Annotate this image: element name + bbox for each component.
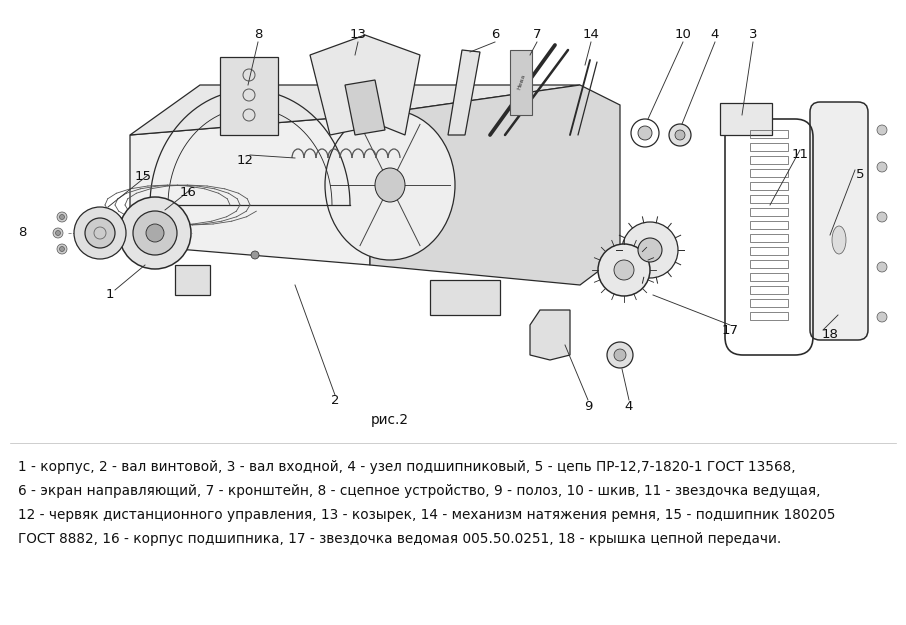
Text: ГОСТ 8882, 16 - корпус подшипника, 17 - звездочка ведомая 005.50.0251, 18 - крыш: ГОСТ 8882, 16 - корпус подшипника, 17 - … — [18, 532, 781, 546]
Circle shape — [638, 126, 652, 140]
Text: 5: 5 — [856, 169, 864, 181]
Bar — [750, 130, 788, 138]
Circle shape — [85, 218, 115, 248]
Circle shape — [74, 207, 126, 259]
Bar — [750, 221, 788, 229]
Text: 13: 13 — [350, 29, 367, 41]
Bar — [750, 208, 788, 216]
Text: 6 - экран направляющий, 7 - кронштейн, 8 - сцепное устройство, 9 - полоз, 10 - ш: 6 - экран направляющий, 7 - кронштейн, 8… — [18, 484, 821, 498]
Bar — [750, 247, 788, 255]
Circle shape — [57, 244, 67, 254]
Text: 8: 8 — [254, 29, 262, 41]
Circle shape — [877, 262, 887, 272]
Bar — [750, 169, 788, 177]
Circle shape — [133, 211, 177, 255]
Text: 9: 9 — [583, 401, 593, 414]
Bar — [750, 260, 788, 268]
Text: 8: 8 — [18, 226, 26, 239]
Circle shape — [57, 212, 67, 222]
Circle shape — [614, 349, 626, 361]
Bar — [750, 143, 788, 151]
Text: 11: 11 — [792, 149, 808, 161]
Polygon shape — [130, 85, 580, 135]
Circle shape — [598, 244, 650, 296]
Circle shape — [55, 231, 61, 236]
Circle shape — [638, 238, 662, 262]
Circle shape — [60, 214, 64, 219]
Ellipse shape — [325, 110, 455, 260]
Bar — [750, 234, 788, 242]
Polygon shape — [175, 265, 210, 295]
Polygon shape — [345, 80, 385, 135]
Text: 10: 10 — [675, 29, 691, 41]
Circle shape — [622, 222, 678, 278]
Circle shape — [119, 197, 191, 269]
Bar — [750, 286, 788, 294]
Bar — [510, 50, 532, 115]
Circle shape — [669, 124, 691, 146]
Bar — [750, 312, 788, 320]
Text: 3: 3 — [748, 29, 757, 41]
Text: 15: 15 — [134, 171, 151, 184]
Polygon shape — [430, 280, 500, 315]
Text: рис.2: рис.2 — [371, 413, 409, 427]
Circle shape — [60, 246, 64, 251]
Text: 2: 2 — [331, 394, 339, 406]
Bar — [750, 299, 788, 307]
Circle shape — [877, 212, 887, 222]
Bar — [750, 195, 788, 203]
Text: 7: 7 — [533, 29, 541, 41]
Text: 4: 4 — [625, 401, 633, 414]
Bar — [720, 103, 772, 135]
Text: 1 - корпус, 2 - вал винтовой, 3 - вал входной, 4 - узел подшипниковый, 5 - цепь : 1 - корпус, 2 - вал винтовой, 3 - вал вх… — [18, 460, 795, 474]
Polygon shape — [310, 35, 420, 135]
Bar — [750, 182, 788, 190]
Circle shape — [53, 228, 63, 238]
Polygon shape — [530, 310, 570, 360]
Circle shape — [251, 251, 259, 259]
Circle shape — [146, 224, 164, 242]
Text: 6: 6 — [491, 29, 499, 41]
Ellipse shape — [375, 168, 405, 202]
Polygon shape — [370, 85, 620, 285]
Text: 12 - червяк дистанционного управления, 13 - козырек, 14 - механизм натяжения рем: 12 - червяк дистанционного управления, 1… — [18, 508, 835, 522]
Text: 1: 1 — [106, 289, 114, 301]
Ellipse shape — [832, 226, 846, 254]
Circle shape — [877, 125, 887, 135]
Bar — [750, 156, 788, 164]
Text: 18: 18 — [822, 329, 838, 341]
Circle shape — [877, 162, 887, 172]
Polygon shape — [130, 115, 370, 265]
Circle shape — [675, 130, 685, 140]
Text: 4: 4 — [711, 29, 719, 41]
Polygon shape — [448, 50, 480, 135]
Text: 12: 12 — [236, 154, 254, 166]
Text: 17: 17 — [721, 324, 738, 336]
Text: 14: 14 — [583, 29, 600, 41]
Bar — [220, 57, 278, 135]
Text: Нева: Нева — [516, 74, 525, 91]
Circle shape — [614, 260, 634, 280]
Circle shape — [877, 312, 887, 322]
Text: 16: 16 — [179, 186, 197, 199]
Bar — [750, 273, 788, 281]
FancyBboxPatch shape — [810, 102, 868, 340]
Circle shape — [607, 342, 633, 368]
